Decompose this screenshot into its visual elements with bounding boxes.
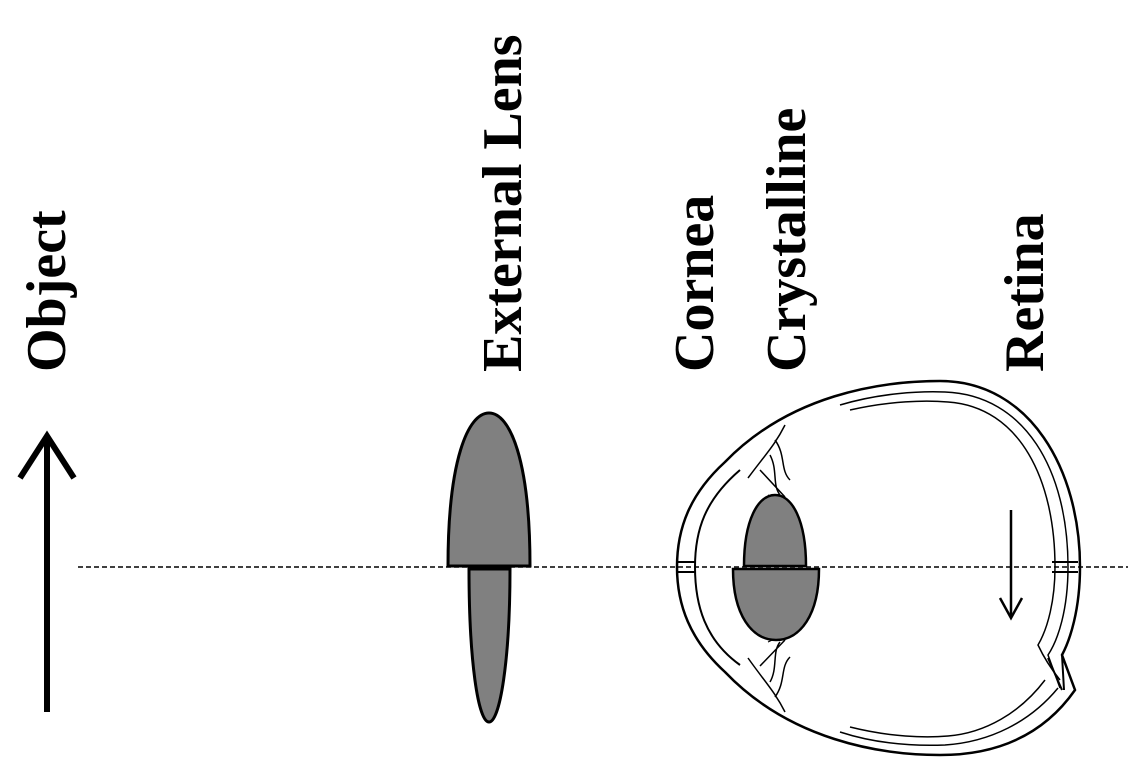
crystalline-lens-lower-half xyxy=(731,567,821,642)
external-lens xyxy=(446,411,532,724)
ciliary-body-upper xyxy=(747,424,791,498)
crystalline-lens-upper-half xyxy=(742,493,808,568)
retina-layer xyxy=(849,400,1061,681)
choroid-layer-lower xyxy=(839,687,1059,747)
retina-layer-lower xyxy=(849,679,1046,738)
cornea-label: Cornea xyxy=(664,195,726,372)
cornea-axis-marks xyxy=(677,561,695,573)
ciliary-body-lower xyxy=(747,639,791,713)
sclera-outline xyxy=(675,379,1082,757)
external-lens-label: External Lens xyxy=(472,34,534,372)
crystalline-label: Crystalline xyxy=(756,108,818,372)
optic-nerve xyxy=(1047,654,1065,691)
object-label: Object xyxy=(16,210,78,372)
choroid-layer xyxy=(839,391,1069,689)
retinal-image-arrow xyxy=(998,510,1024,621)
crystalline-lens xyxy=(731,493,821,642)
retina-axis-marks xyxy=(1052,561,1078,573)
retina-label: Retina xyxy=(994,213,1056,372)
external-lens-lower-half xyxy=(467,567,512,724)
external-lens-upper-half xyxy=(446,411,532,568)
object-arrow xyxy=(17,430,77,712)
cornea-inner xyxy=(693,469,741,666)
